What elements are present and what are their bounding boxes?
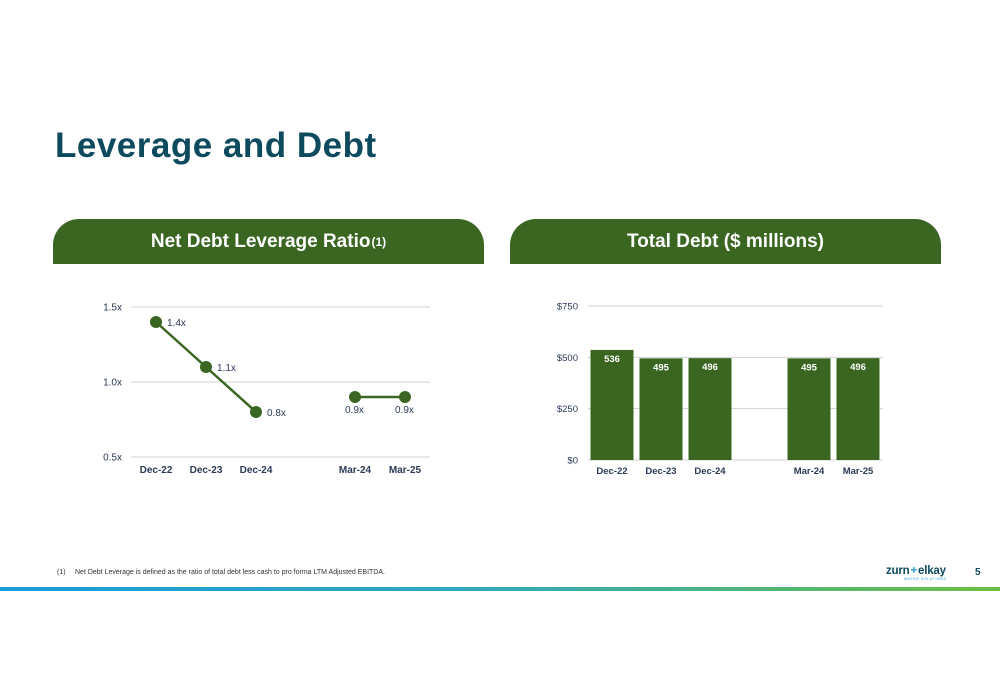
- y-tick-label: 0.5x: [103, 453, 122, 464]
- leverage-chart-title-footnote-ref: (1): [371, 234, 387, 249]
- bar: [836, 358, 880, 460]
- y-tick-label: $750: [557, 302, 578, 313]
- logo-subtext: WATER SOLUTIONS: [904, 577, 947, 581]
- x-tick-label: Dec-23: [190, 465, 223, 476]
- y-tick-label: 1.0x: [103, 378, 122, 389]
- debt-chart-title: Total Debt ($ millions): [626, 230, 825, 252]
- data-label: 0.8x: [267, 408, 286, 419]
- bar-value-label: 495: [801, 362, 818, 373]
- data-label: 0.9x: [395, 405, 414, 416]
- logo-plus: +: [910, 565, 918, 577]
- x-tick-label: Mar-24: [339, 465, 372, 476]
- data-label: 0.9x: [345, 405, 364, 416]
- bar-value-label: 536: [604, 354, 620, 365]
- bar-value-label: 496: [850, 362, 866, 373]
- y-tick-label: $500: [557, 353, 578, 364]
- logo-text-left: zurn: [886, 565, 910, 577]
- x-tick-label: Dec-23: [645, 466, 676, 477]
- x-tick-label: Dec-22: [596, 466, 627, 477]
- footer-gradient-bar: [0, 587, 1000, 591]
- bar: [787, 358, 831, 460]
- data-label: 1.1x: [217, 363, 236, 374]
- footnote-text: Net Debt Leverage is defined as the rati…: [75, 569, 385, 576]
- data-point: [399, 391, 411, 403]
- data-label: 1.4x: [167, 318, 186, 329]
- data-point: [200, 361, 212, 373]
- data-point: [150, 316, 162, 328]
- y-tick-label: 1.5x: [103, 303, 122, 314]
- bar-value-label: 495: [653, 362, 670, 373]
- y-tick-label: $0: [567, 456, 578, 467]
- footnote: (1) Net Debt Leverage is defined as the r…: [57, 569, 385, 576]
- x-tick-label: Mar-24: [794, 466, 825, 477]
- debt-chart-header: Total Debt ($ millions): [510, 219, 941, 264]
- x-tick-label: Dec-22: [140, 465, 173, 476]
- company-logo: zurn+elkay WATER SOLUTIONS: [886, 565, 956, 583]
- leverage-chart-header: Net Debt Leverage Ratio (1): [53, 219, 484, 264]
- y-tick-label: $250: [557, 404, 578, 415]
- x-tick-label: Dec-24: [694, 466, 726, 477]
- footnote-marker: (1): [57, 569, 66, 576]
- data-point: [250, 406, 262, 418]
- leverage-chart-title: Net Debt Leverage Ratio: [150, 230, 371, 252]
- page-number: 5: [975, 567, 981, 578]
- x-tick-label: Mar-25: [389, 465, 422, 476]
- bar-value-label: 496: [702, 362, 718, 373]
- x-tick-label: Mar-25: [843, 466, 874, 477]
- bar: [688, 358, 732, 460]
- x-tick-label: Dec-24: [240, 465, 273, 476]
- bar: [590, 349, 634, 460]
- page-title: Leverage and Debt: [55, 126, 377, 165]
- data-point: [349, 391, 361, 403]
- bar: [639, 358, 683, 460]
- logo-text-right: elkay: [918, 565, 946, 577]
